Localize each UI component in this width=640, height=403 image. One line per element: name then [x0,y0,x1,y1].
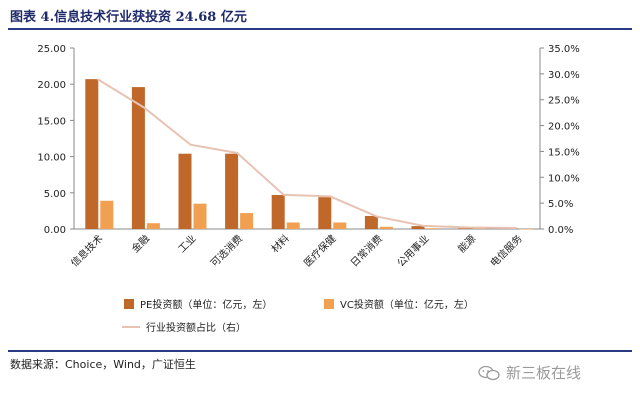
right-tick-label: 10.0% [548,173,580,184]
legend-swatch-vc [324,299,334,309]
category-label: 医疗保健 [301,232,338,269]
bar-vc [240,213,254,229]
category-label: 材料 [268,232,291,255]
title-divider [8,28,632,30]
right-tick-label: 5.0% [548,199,573,210]
bar-vc [100,200,114,229]
bar-vc [146,223,160,229]
wechat-icon [478,365,500,380]
watermark: 新三板在线 [478,362,581,383]
chart-area: 0.00 5.00 10.00 15.00 20.00 25.00 0.0% 5.0% 10.… [37,44,580,334]
legend-swatch-pe [124,299,134,309]
bar-pe [178,153,192,229]
chart-title: 图表 4.信息技术行业获投资 24.68 亿元 [10,10,247,25]
right-tick-label: 35.0% [548,44,580,55]
bar-vc [333,222,347,229]
legend-label-vc: VC投资额（单位：亿元，左） [340,298,474,311]
footer-divider [8,350,632,352]
bar-pe [364,215,378,229]
category-label: 公用事业 [394,232,431,269]
bar-vc [519,229,533,230]
bar-vc [473,228,487,229]
bar-pe [225,153,239,229]
bar-pe [271,194,285,229]
bar-pe [411,226,425,229]
watermark-text: 新三板在线 [506,364,582,382]
right-tick-label: 20.0% [548,122,580,133]
data-source: 数据来源：Choice，Wind，广证恒生 [10,358,196,371]
left-tick-label: 5.00 [44,189,66,200]
bar-pe [131,87,145,229]
bar-vc [193,203,207,229]
share-line [96,78,517,229]
left-tick-label: 25.00 [37,44,66,55]
category-label: 电信服务 [487,232,524,269]
bar-vc [426,228,440,229]
category-labels: 信息技术 金融 工业 可选消费 材料 医疗保健 日常消费 公用事业 能源 电信服务 [68,232,525,269]
legend: PE投资额（单位：亿元，左） VC投资额（单位：亿元，左） 行业投资额占比（右） [122,298,474,334]
legend-label-pe: PE投资额（单位：亿元，左） [140,298,272,311]
bar-pe [318,197,332,229]
right-tick-label: 15.0% [548,147,580,158]
category-label: 可选消费 [208,232,245,269]
bar-pe [85,79,99,229]
bar-group [85,79,533,230]
category-label: 能源 [455,232,478,255]
category-label: 金融 [129,232,152,255]
category-label: 日常消费 [348,232,385,269]
left-tick-label: 0.00 [44,225,66,236]
right-tick-label: 0.0% [548,225,573,236]
right-y-axis: 0.0% 5.0% 10.0% 15.0% 20.0% 25.0% 30.0% 35.0% [539,44,580,236]
bar-vc [379,226,393,229]
category-label: 信息技术 [68,232,105,269]
share-line-group [96,78,517,229]
left-tick-label: 20.00 [37,80,66,91]
left-tick-label: 10.00 [37,153,66,164]
right-tick-label: 30.0% [548,70,580,81]
bar-pe [458,228,472,229]
category-label: 工业 [176,233,199,256]
right-tick-label: 25.0% [548,96,580,107]
legend-label-share: 行业投资额占比（右） [146,321,246,334]
bar-vc [286,222,300,229]
left-tick-label: 15.00 [37,116,66,127]
